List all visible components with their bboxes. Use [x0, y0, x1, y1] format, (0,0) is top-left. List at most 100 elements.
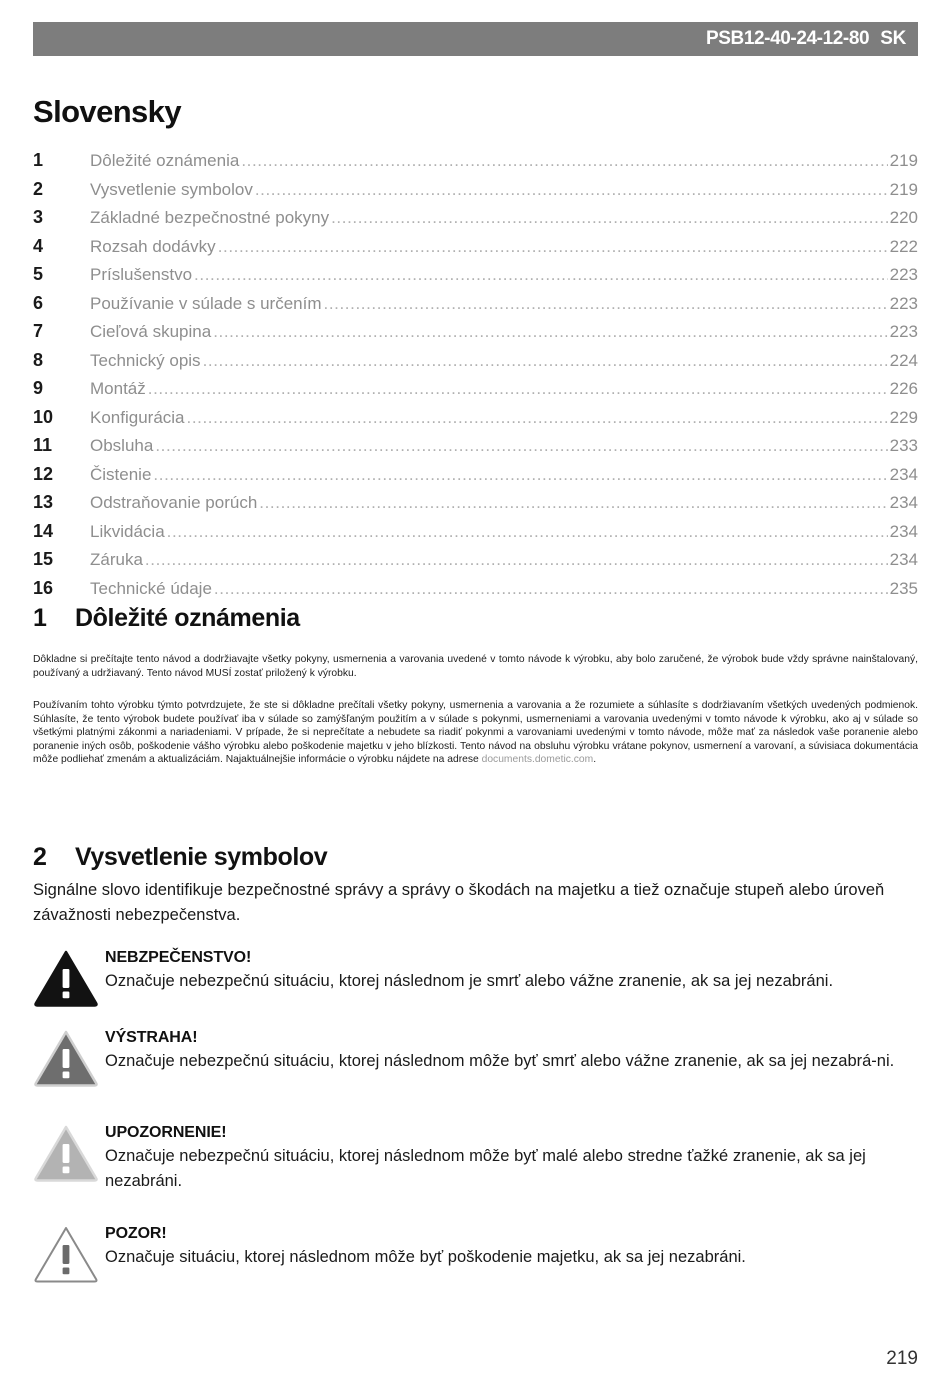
toc-entry-page: 224: [889, 350, 918, 370]
section-1-paragraph-2: Používaním tohto výrobku týmto potvrdzuj…: [33, 699, 918, 767]
warning-body-warning: VÝSTRAHA! Označuje nebezpečnú situáciu, …: [105, 1027, 918, 1074]
toc-entry-page: 234: [889, 521, 918, 541]
toc-entry[interactable]: 1 Dôležité oznámenia ...................…: [33, 150, 918, 179]
toc-entry-number: 7: [33, 321, 44, 341]
section-1-heading: 1 Dôležité oznámenia: [33, 604, 300, 633]
section-1-number: 1: [33, 604, 47, 632]
warning-block-warning: VÝSTRAHA! Označuje nebezpečnú situáciu, …: [33, 1027, 918, 1087]
toc-leader-dots: ........................................…: [259, 493, 888, 512]
toc-leader-dots: ........................................…: [217, 236, 888, 256]
toc-entry-number: 6: [33, 292, 44, 313]
toc-entry-number: 2: [33, 178, 44, 199]
toc-leader-dots: ........................................…: [144, 550, 888, 569]
warning-title-caution: UPOZORNENIE!: [105, 1124, 227, 1141]
toc-entry[interactable]: 9 Montáž ...............................…: [33, 378, 918, 407]
toc-entry-page: 226: [889, 379, 918, 398]
warning-title-notice: POZOR!: [105, 1225, 167, 1242]
toc-leader-dots: ........................................…: [153, 464, 888, 484]
section-2-title: Vysvetlenie symbolov: [75, 843, 328, 871]
warning-body-caution: UPOZORNENIE! Označuje nebezpečnú situáci…: [105, 1122, 918, 1194]
warning-title-warning: VÝSTRAHA!: [105, 1029, 198, 1046]
section-1-paragraph-1: Dôkladne si prečítajte tento návod a dod…: [33, 654, 918, 679]
toc-entry-title: Cieľová skupina: [90, 322, 212, 341]
toc-leader-dots: ........................................…: [186, 407, 888, 427]
warning-block-notice: POZOR! Označuje situáciu, ktorej následn…: [33, 1223, 918, 1283]
warning-text-caution: Označuje nebezpečnú situáciu, ktorej nás…: [105, 1147, 866, 1190]
toc-entry-page: 233: [889, 436, 918, 455]
toc-entry-page: 223: [889, 322, 918, 341]
toc-entry[interactable]: 4 Rozsah dodávky .......................…: [33, 236, 918, 265]
toc-entry[interactable]: 10 Konfigurácia ........................…: [33, 407, 918, 436]
toc-leader-dots: ........................................…: [213, 322, 887, 341]
toc-leader-dots: ........................................…: [241, 151, 887, 170]
toc-entry-page: 234: [889, 550, 918, 569]
section-2-intro-text: Signálne slovo identifikuje bezpečnostné…: [33, 881, 885, 924]
toc-entry-title: Dôležité oznámenia: [90, 151, 240, 170]
documents-dometic-link[interactable]: documents.dometic.com: [481, 754, 594, 766]
toc-entry-title: Obsluha: [90, 436, 154, 455]
toc-entry[interactable]: 8 Technický opis .......................…: [33, 350, 918, 379]
product-model-label: PSB12-40-24-12-80: [705, 28, 870, 49]
toc-entry-page: 219: [889, 151, 918, 170]
toc-entry[interactable]: 7 Cieľová skupina ......................…: [33, 321, 918, 350]
toc-leader-dots: ........................................…: [155, 436, 888, 455]
toc-entry[interactable]: 5 Príslušenstvo ........................…: [33, 264, 918, 293]
page-title: Slovensky: [33, 94, 182, 129]
toc-entry[interactable]: 14 Likvidácia ..........................…: [33, 521, 918, 550]
toc-entry[interactable]: 11 Obsluha .............................…: [33, 435, 918, 464]
toc-entry-number: 12: [33, 463, 54, 484]
toc-entry-page: 223: [889, 293, 918, 313]
toc-entry-number: 1: [33, 150, 44, 170]
toc-entry-title: Technické údaje: [90, 578, 212, 598]
toc-entry-number: 14: [33, 520, 54, 541]
warning-triangle-outline-icon: [33, 1223, 105, 1283]
toc-entry[interactable]: 2 Vysvetlenie symbolov .................…: [33, 179, 918, 208]
warning-block-caution: UPOZORNENIE! Označuje nebezpečnú situáci…: [33, 1122, 918, 1194]
toc-entry-title: Základné bezpečnostné pokyny: [90, 208, 330, 227]
toc-entry-title: Vysvetlenie symbolov: [90, 179, 253, 199]
footer-page-number: 219: [886, 1348, 918, 1369]
page-header-bar: PSB12-40-24-12-80 SK: [33, 22, 918, 56]
toc-entry-number: 9: [33, 378, 44, 398]
toc-leader-dots: ........................................…: [147, 379, 888, 398]
toc-entry-page: 234: [889, 464, 918, 484]
warning-triangle-light-gray-icon: [33, 1122, 105, 1182]
toc-entry-number: 8: [33, 349, 44, 370]
toc-entry-page: 235: [889, 578, 918, 598]
warning-body-notice: POZOR! Označuje situáciu, ktorej následn…: [105, 1223, 918, 1270]
toc-leader-dots: ........................................…: [202, 350, 888, 370]
section-1-title: Dôležité oznámenia: [75, 604, 300, 632]
warning-text-warning: Označuje nebezpečnú situáciu, ktorej nás…: [105, 1052, 895, 1070]
toc-entry-number: 10: [33, 406, 54, 427]
toc-entry[interactable]: 13 Odstraňovanie porúch ................…: [33, 492, 918, 521]
toc-entry-number: 4: [33, 235, 44, 256]
toc-entry-number: 13: [33, 492, 54, 512]
section-2-heading: 2 Vysvetlenie symbolov: [33, 843, 328, 872]
warning-triangle-dark-gray-icon: [33, 1027, 105, 1087]
toc-entry-number: 15: [33, 549, 54, 569]
warning-title-danger: NEBZPEČENSTVO!: [105, 949, 252, 966]
toc-entry-title: Rozsah dodávky: [90, 236, 216, 256]
warning-body-danger: NEBZPEČENSTVO! Označuje nebezpečnú situá…: [105, 947, 918, 994]
toc-entry-page: 234: [889, 493, 918, 512]
toc-entry[interactable]: 15 Záruka ..............................…: [33, 549, 918, 578]
toc-entry-title: Konfigurácia: [90, 407, 185, 427]
toc-leader-dots: ........................................…: [254, 179, 888, 199]
toc-entry-title: Montáž: [90, 379, 146, 398]
toc-leader-dots: ........................................…: [194, 265, 888, 284]
toc-entry[interactable]: 3 Základné bezpečnostné pokyny .........…: [33, 207, 918, 236]
toc-entry-title: Likvidácia: [90, 521, 165, 541]
toc-leader-dots: ........................................…: [323, 293, 888, 313]
warning-triangle-black-icon: [33, 947, 105, 1007]
toc-entry[interactable]: 12 Čistenie ............................…: [33, 464, 918, 493]
language-code-label: SK: [880, 28, 906, 49]
toc-entry[interactable]: 16 Technické údaje .....................…: [33, 578, 918, 607]
toc-leader-dots: ........................................…: [331, 208, 888, 227]
toc-entry-page: 222: [889, 236, 918, 256]
toc-leader-dots: ........................................…: [213, 578, 888, 598]
toc-entry-title: Čistenie: [90, 464, 152, 484]
warning-text-danger: Označuje nebezpečnú situáciu, ktorej nás…: [105, 972, 834, 990]
section-2-number: 2: [33, 843, 47, 871]
toc-entry[interactable]: 6 Používanie v súlade s určením ........…: [33, 293, 918, 322]
toc-entry-number: 11: [33, 435, 53, 455]
